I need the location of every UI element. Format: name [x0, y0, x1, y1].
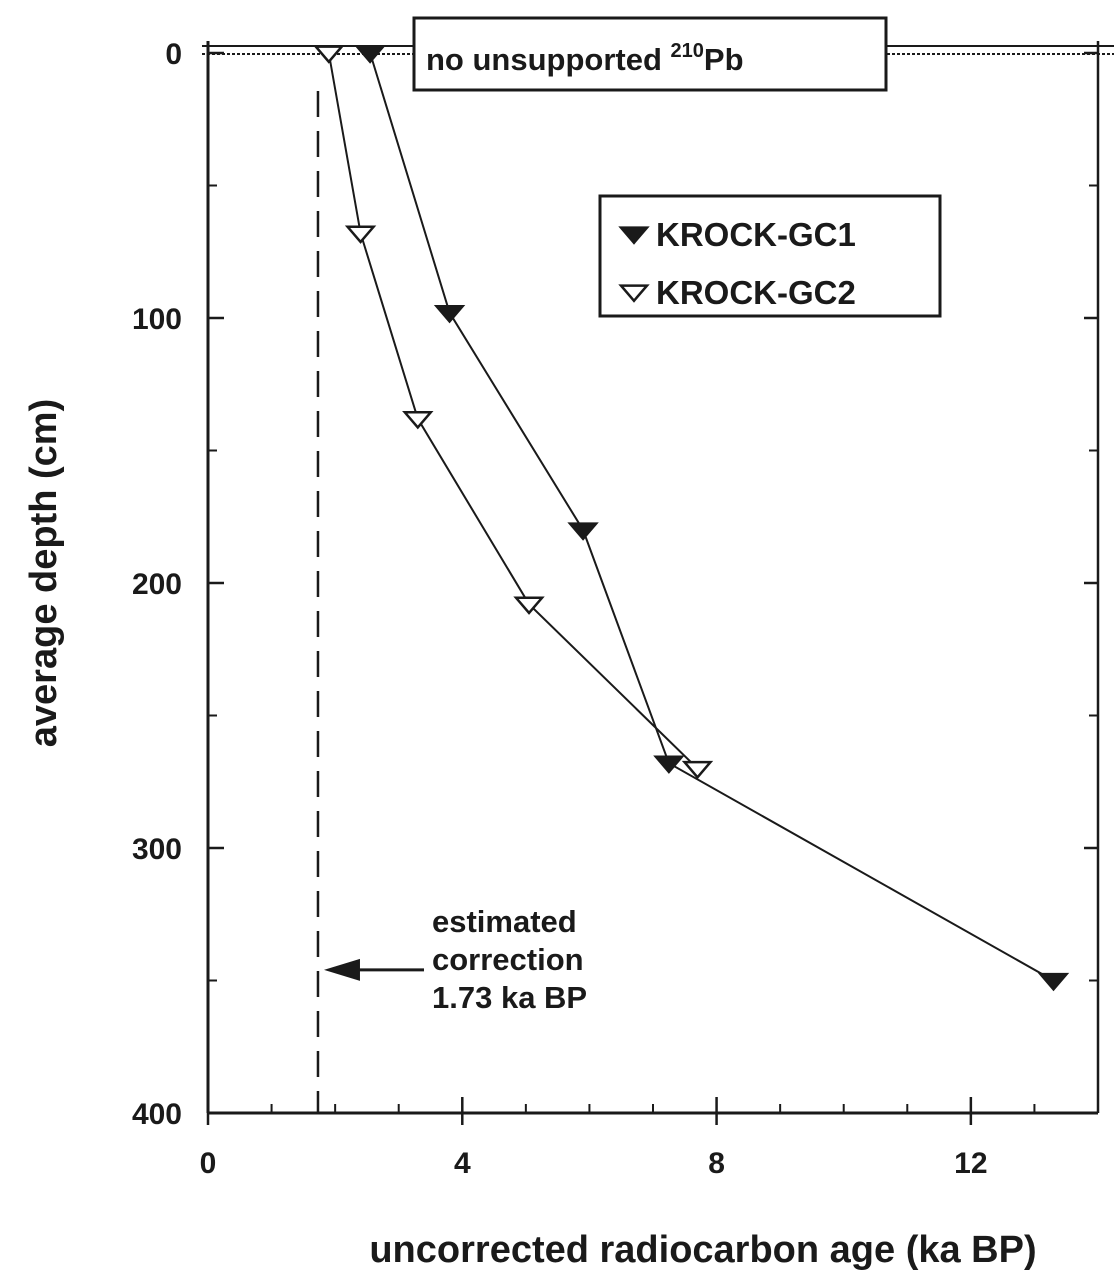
legend-marker-krock-gc2	[618, 284, 650, 303]
x-tick-label: 0	[200, 1147, 217, 1180]
data-point-krock-gc2	[344, 225, 377, 244]
x-axis-title: uncorrected radiocarbon age (ka BP)	[369, 1229, 1036, 1271]
x-tick-label: 12	[954, 1147, 987, 1180]
correction-text-line: correction	[432, 942, 584, 977]
correction-text-line: 1.73 ka BP	[432, 980, 587, 1015]
top-annotation-box	[412, 16, 888, 92]
data-point-krock-gc2	[681, 760, 714, 780]
y-axis-title: average depth (cm)	[23, 399, 65, 747]
data-point-krock-gc2	[313, 45, 345, 64]
x-tick-label: 4	[454, 1147, 471, 1180]
annotations: no unsupported 210Pb estimatedcorrection1…	[323, 16, 888, 1015]
data-point-krock-gc1	[653, 755, 685, 774]
legend-box	[598, 194, 942, 318]
data-point-krock-gc2	[402, 411, 434, 430]
data-point-krock-gc1	[567, 522, 599, 541]
y-tick-label: 0	[165, 38, 182, 71]
top-annotation-prefix: no unsupported	[426, 42, 671, 77]
series-line-krock-gc1	[369, 52, 1054, 982]
legend-marker-krock-gc1	[618, 226, 650, 245]
correction-text-line: estimated	[432, 904, 577, 939]
axis-ticks: 0 4 8 12 0 100 200 300 400	[132, 38, 1098, 1180]
y-tick-label: 200	[132, 568, 182, 601]
top-annotation-superscript: 210	[671, 40, 704, 62]
top-annotation-text: no unsupported 210Pb	[426, 40, 744, 77]
data-point-krock-gc1	[1037, 972, 1070, 992]
data-point-krock-gc2	[513, 596, 545, 615]
top-annotation-suffix: Pb	[704, 42, 744, 77]
data-point-krock-gc1	[433, 305, 466, 324]
correction-arrowhead	[323, 958, 360, 981]
y-tick-label: 100	[132, 303, 182, 336]
x-tick-label: 8	[708, 1147, 725, 1180]
legend: KROCK-GC1 KROCK-GC2	[598, 194, 942, 318]
series-line-krock-gc2	[327, 52, 699, 770]
y-tick-label: 300	[132, 833, 182, 866]
legend-label: KROCK-GC1	[656, 216, 856, 253]
data-point-krock-gc1	[354, 45, 386, 64]
data-series	[313, 45, 1070, 992]
legend-label: KROCK-GC2	[656, 274, 856, 311]
y-tick-label: 400	[132, 1098, 182, 1131]
axes: uncorrected radiocarbon age (ka BP) avera…	[23, 41, 1100, 1271]
